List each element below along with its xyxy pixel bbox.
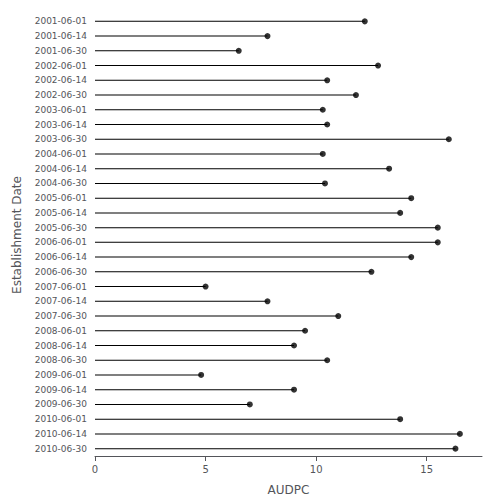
svg-text:2001-06-14: 2001-06-14 [35, 31, 88, 41]
svg-text:2010-06-30: 2010-06-30 [35, 444, 88, 454]
svg-text:2001-06-30: 2001-06-30 [35, 46, 88, 56]
svg-text:2003-06-14: 2003-06-14 [35, 120, 88, 130]
svg-text:2008-06-30: 2008-06-30 [35, 355, 88, 365]
svg-text:2001-06-01: 2001-06-01 [35, 16, 87, 26]
svg-text:2006-06-30: 2006-06-30 [35, 267, 88, 277]
svg-text:2002-06-30: 2002-06-30 [35, 90, 88, 100]
svg-text:2008-06-01: 2008-06-01 [35, 326, 87, 336]
svg-text:2010-06-01: 2010-06-01 [35, 414, 87, 424]
svg-text:2004-06-14: 2004-06-14 [35, 164, 88, 174]
svg-text:2009-06-30: 2009-06-30 [35, 399, 88, 409]
svg-text:10: 10 [310, 464, 323, 475]
svg-text:2005-06-01: 2005-06-01 [35, 193, 87, 203]
svg-text:2007-06-01: 2007-06-01 [35, 282, 87, 292]
svg-text:2010-06-14: 2010-06-14 [35, 429, 88, 439]
svg-text:2006-06-14: 2006-06-14 [35, 252, 88, 262]
svg-text:2003-06-30: 2003-06-30 [35, 134, 88, 144]
svg-text:2007-06-30: 2007-06-30 [35, 311, 88, 321]
svg-text:2006-06-01: 2006-06-01 [35, 237, 87, 247]
svg-text:2004-06-01: 2004-06-01 [35, 149, 87, 159]
svg-text:2008-06-14: 2008-06-14 [35, 341, 88, 351]
svg-text:2003-06-01: 2003-06-01 [35, 105, 87, 115]
svg-text:15: 15 [420, 464, 433, 475]
svg-text:2004-06-30: 2004-06-30 [35, 178, 88, 188]
svg-text:2005-06-30: 2005-06-30 [35, 223, 88, 233]
svg-text:Establishment Date: Establishment Date [10, 176, 24, 294]
svg-text:2002-06-01: 2002-06-01 [35, 61, 87, 71]
svg-text:0: 0 [92, 464, 98, 475]
svg-text:2009-06-01: 2009-06-01 [35, 370, 87, 380]
svg-text:2005-06-14: 2005-06-14 [35, 208, 88, 218]
svg-text:5: 5 [202, 464, 208, 475]
svg-text:2009-06-14: 2009-06-14 [35, 385, 88, 395]
svg-text:2002-06-14: 2002-06-14 [35, 75, 88, 85]
svg-text:AUDPC: AUDPC [268, 483, 310, 497]
svg-text:2007-06-14: 2007-06-14 [35, 296, 88, 306]
